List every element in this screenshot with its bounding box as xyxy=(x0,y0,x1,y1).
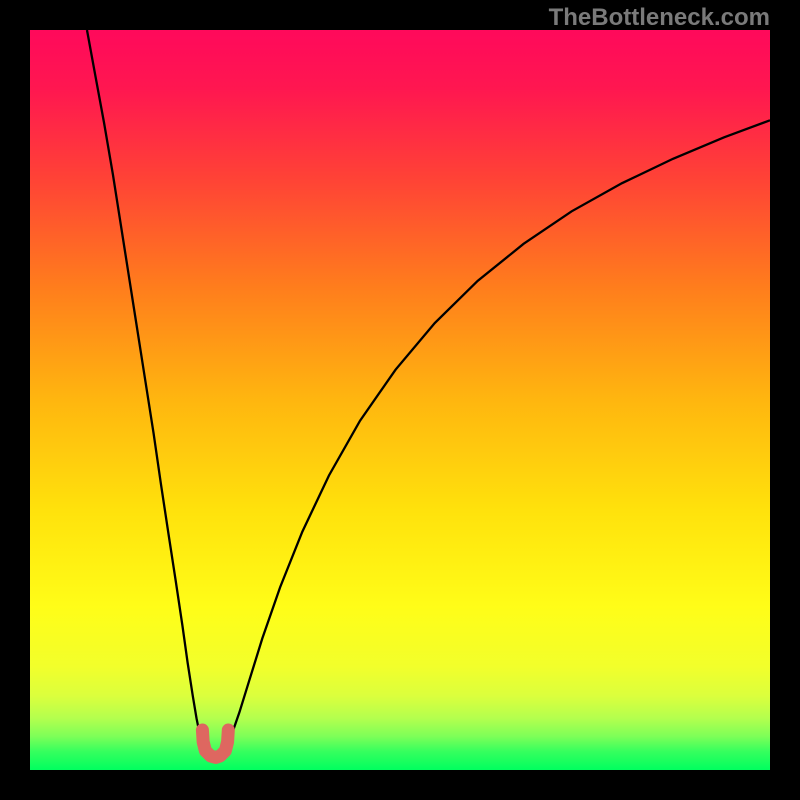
plot-area xyxy=(30,30,770,770)
bottleneck-curve-left xyxy=(87,30,202,742)
attribution-watermark: TheBottleneck.com xyxy=(549,4,770,32)
curve-overlay xyxy=(30,30,770,770)
optimum-marker xyxy=(202,730,228,757)
bottleneck-curve-right xyxy=(228,120,770,742)
